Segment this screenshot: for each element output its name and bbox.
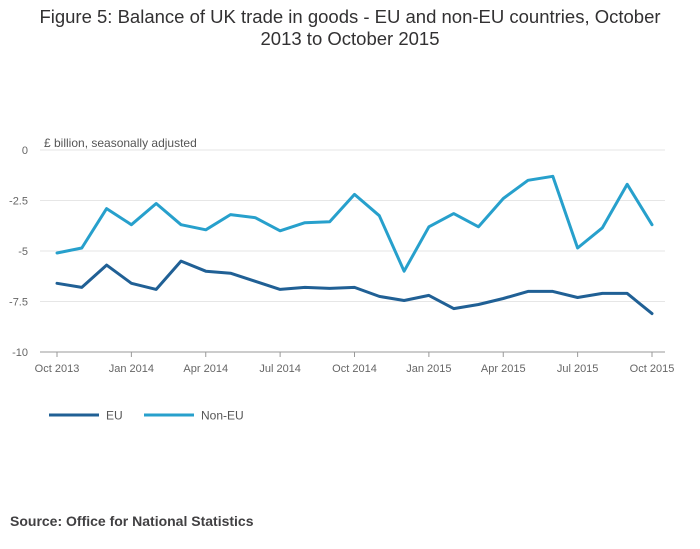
x-tick-label: Oct 2015 <box>630 363 675 375</box>
x-tick-label: Jan 2014 <box>109 363 154 375</box>
y-tick-label: 0 <box>22 145 28 157</box>
series-line-non-eu <box>55 174 654 273</box>
chart-title-line-1: Figure 5: Balance of UK trade in goods -… <box>39 6 661 27</box>
series-line-eu <box>55 259 654 316</box>
y-tick-label: -10 <box>12 347 28 359</box>
x-tick-label: Oct 2014 <box>332 363 377 375</box>
chart-title: Figure 5: Balance of UK trade in goods -… <box>0 6 700 50</box>
legend-label-non-eu: Non-EU <box>201 409 244 423</box>
y-tick-label: -2.5 <box>9 196 28 208</box>
x-tick-label: Oct 2013 <box>35 363 80 375</box>
y-tick-label: -5 <box>18 246 28 258</box>
legend-label-eu: EU <box>106 409 123 423</box>
y-tick-label: -7.5 <box>9 297 28 309</box>
chart-title-line-2: 2013 to October 2015 <box>260 28 440 49</box>
x-tick-label: Apr 2014 <box>183 363 228 375</box>
x-tick-label: Jul 2014 <box>259 363 301 375</box>
x-tick-label: Jan 2015 <box>406 363 451 375</box>
source-note: Source: Office for National Statistics <box>10 513 254 529</box>
y-axis-label: £ billion, seasonally adjusted <box>44 136 197 150</box>
x-tick-label: Apr 2015 <box>481 363 526 375</box>
x-tick-label: Jul 2015 <box>557 363 599 375</box>
